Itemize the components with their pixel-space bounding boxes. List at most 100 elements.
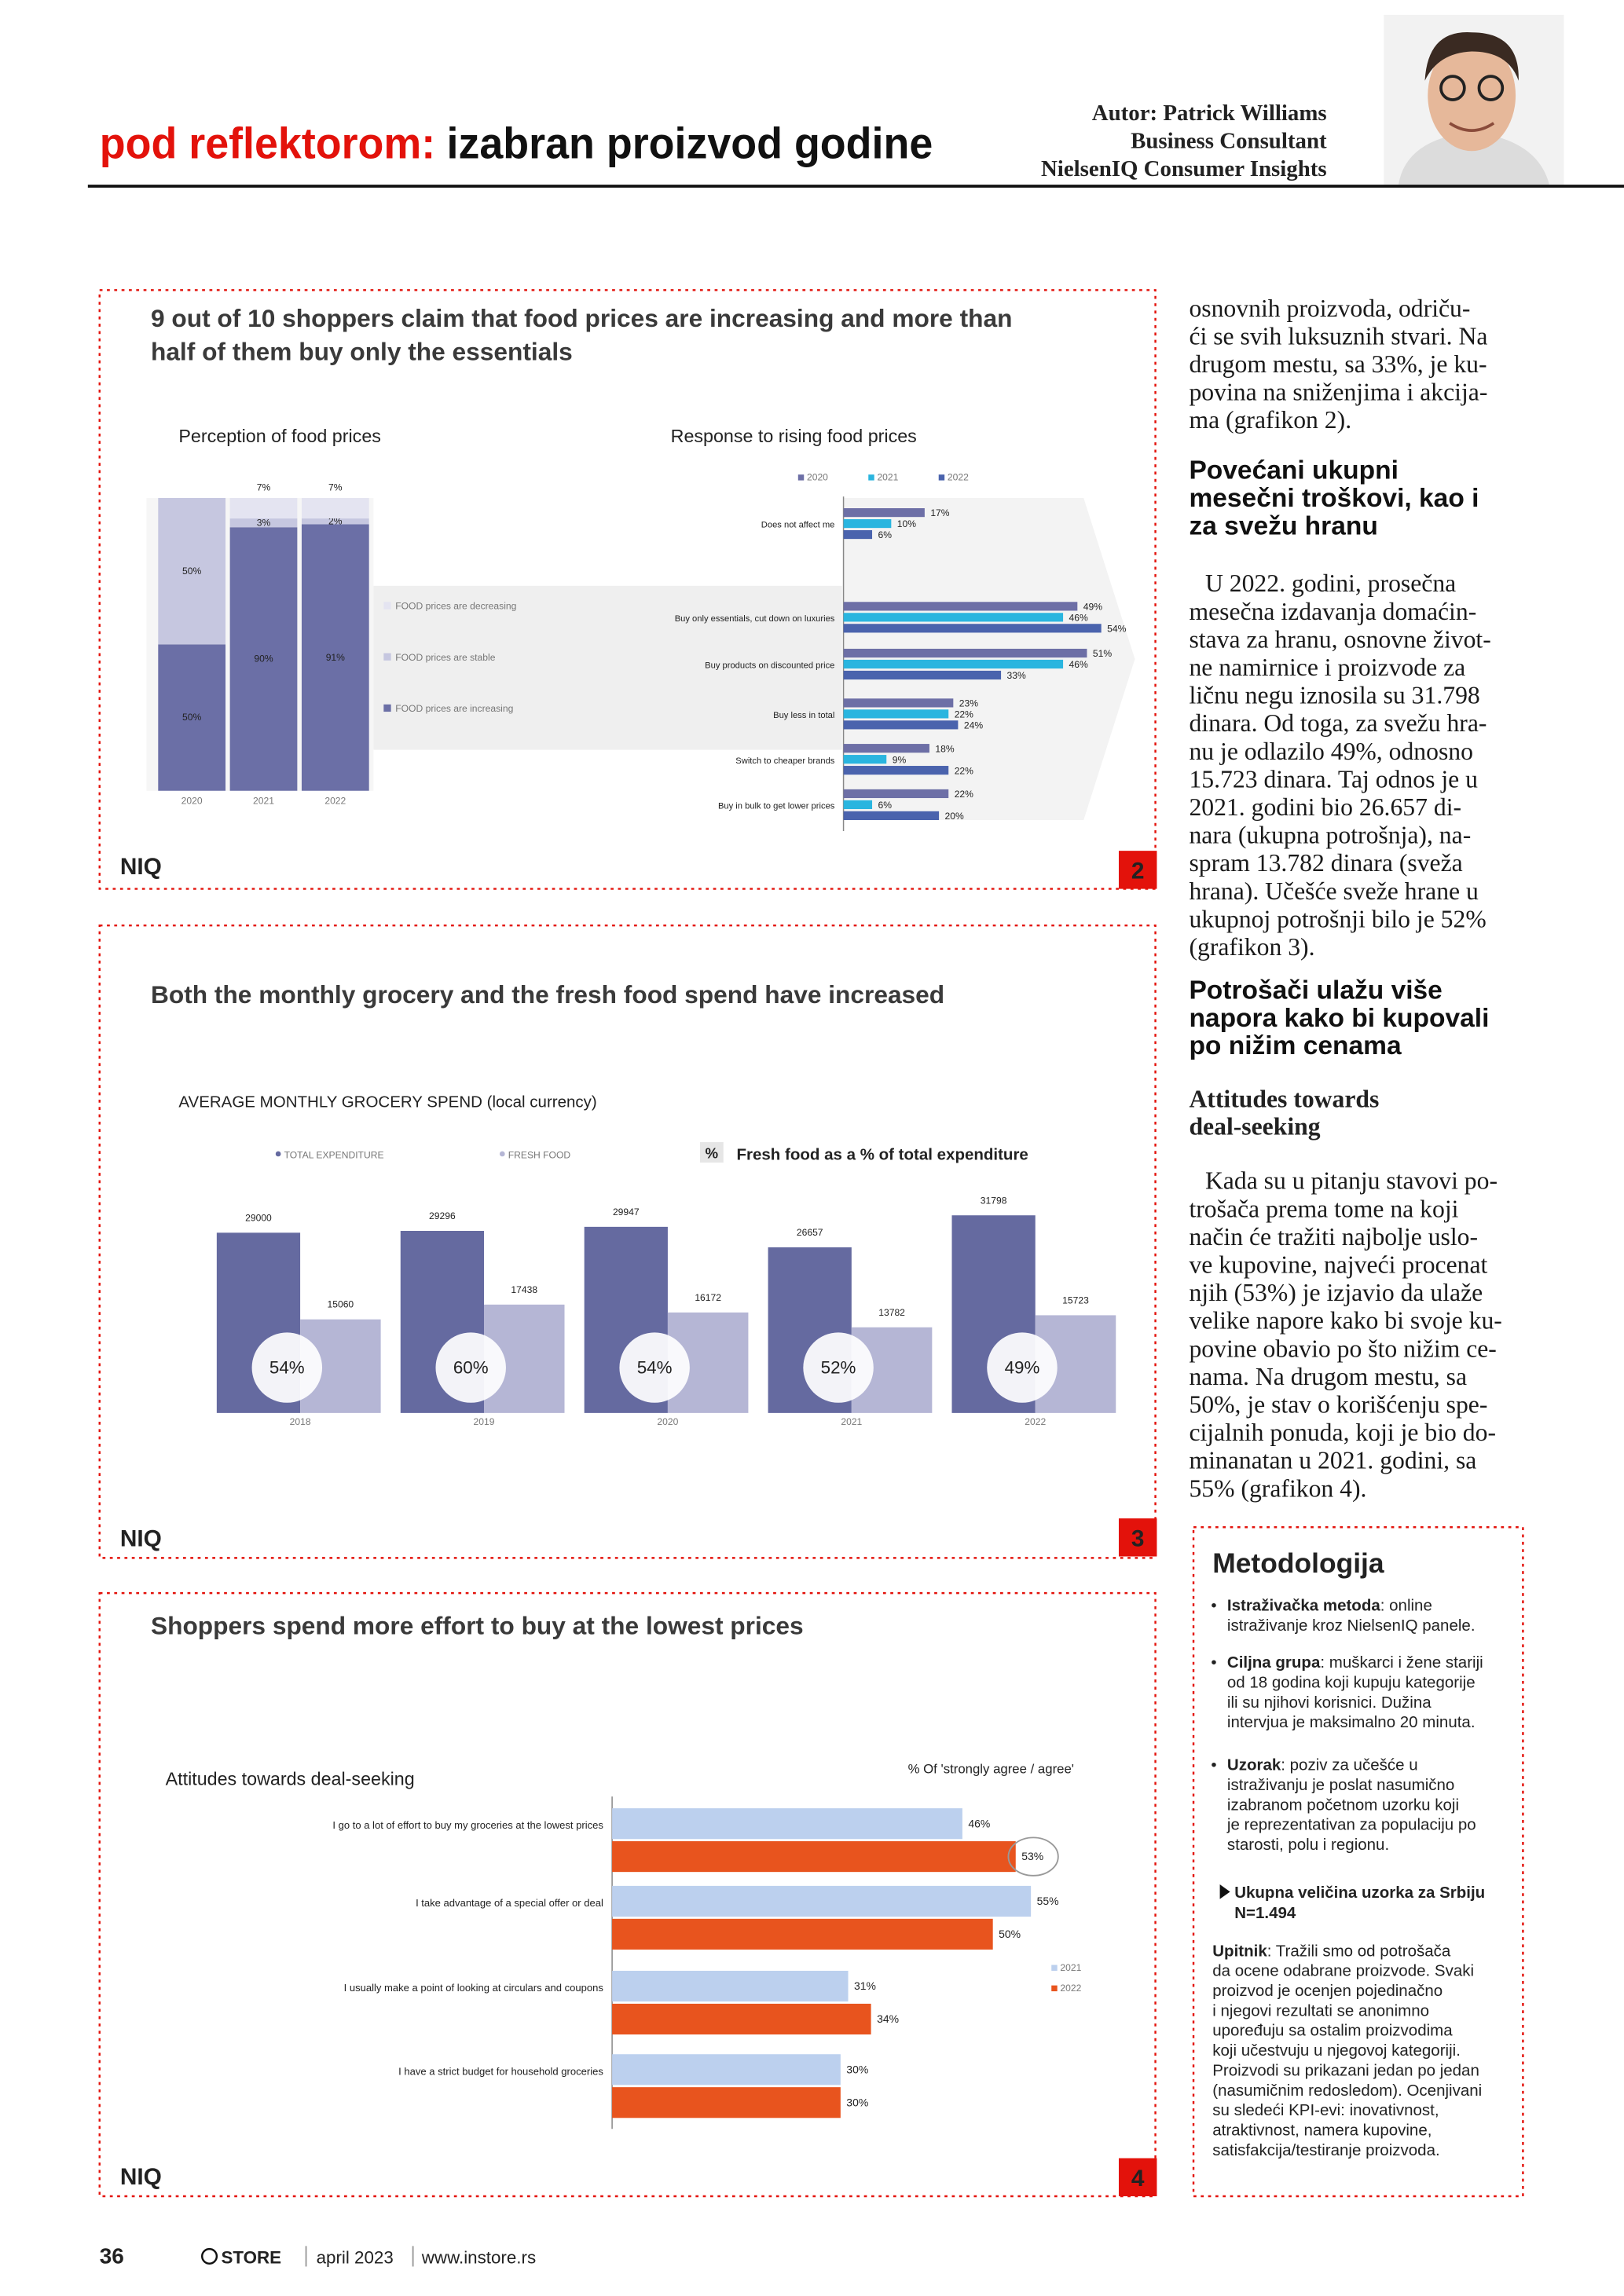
section-heading: napora kako bi kupovali [1189, 1004, 1489, 1033]
x-tick-label: 2022 [1025, 1416, 1046, 1427]
item-line: koji učestvuju u njegovoj kategoriji. [1212, 2041, 1461, 2060]
body-line: minanatan u 2021. godini, sa [1189, 1447, 1476, 1474]
body-line: nama. Na drugom mestu, sa [1189, 1363, 1467, 1390]
item-line: : online [1380, 1596, 1432, 1614]
legend-label: 2020 [807, 472, 828, 483]
value-label: 22% [955, 709, 973, 720]
legend-dot [275, 1151, 281, 1157]
body-line: U 2022. godini, prosečna [1205, 569, 1456, 597]
bar [612, 1918, 993, 1950]
share-bubble [803, 1332, 874, 1403]
bar-segment [301, 518, 369, 525]
item-line: da ocene odabrane proizvode. Svaki [1212, 1962, 1474, 1980]
share-label: 54% [269, 1358, 305, 1378]
body-line: osnovnih proizvoda, odriču- [1189, 295, 1470, 322]
term: Uzorak [1227, 1756, 1281, 1774]
value-label: 49% [1083, 602, 1102, 613]
legend-swatch [868, 474, 874, 481]
share-label: 49% [1005, 1358, 1040, 1378]
figure-number-box [1118, 2158, 1157, 2197]
value-label: 10% [897, 518, 916, 529]
body-line: ve kupovine, najveći procenat [1189, 1251, 1487, 1278]
section-heading: po nižim cenama [1189, 1031, 1402, 1060]
item-line: starosti, polu i regionu. [1227, 1836, 1389, 1854]
bar [843, 698, 954, 708]
figure-number: 3 [1131, 1525, 1145, 1551]
figure-title: Shoppers spend more effort to buy at the… [151, 1611, 804, 1639]
logo-mark [200, 2247, 218, 2265]
legend-swatch [1051, 1965, 1058, 1971]
box-title: Metodologija [1212, 1547, 1384, 1579]
item-line: Proizvodi su prikazani jedan po jedan [1212, 2061, 1479, 2079]
category-label: Buy products on discounted price [705, 661, 834, 671]
bar [843, 789, 949, 799]
value-label: 29296 [429, 1210, 456, 1221]
bar [612, 2087, 841, 2118]
chart-title: Perception of food prices [178, 426, 381, 446]
value-label: 34% [877, 2012, 899, 2025]
value-label: 15060 [327, 1299, 354, 1310]
legend-symbol: % [706, 1145, 719, 1162]
category-label: Buy less in total [773, 711, 834, 720]
bullet: • [1211, 1756, 1216, 1774]
author-photo [1384, 14, 1564, 185]
category-label: I take advantage of a special offer or d… [416, 1897, 603, 1909]
value-label: 6% [878, 529, 892, 540]
value-label: 55% [1037, 1895, 1059, 1907]
bar [843, 670, 1002, 680]
value-label: 13782 [878, 1307, 905, 1318]
legend-label: FOOD prices are increasing [395, 703, 513, 714]
figure-number-box [1118, 851, 1157, 889]
item-line: istraživanju je poslat nasumično [1227, 1776, 1454, 1794]
value-label: 23% [959, 698, 978, 709]
legend-swatch [383, 602, 391, 610]
chart-note: % Of 'strongly agree / agree' [908, 1761, 1074, 1776]
section-heading: mesečni troškovi, kao i [1189, 484, 1479, 513]
bar [843, 755, 887, 764]
value-label: 46% [968, 1817, 990, 1829]
value-label: 50% [182, 566, 201, 577]
bar [612, 2003, 871, 2035]
author-line: Autor: Patrick Williams [1092, 101, 1327, 126]
body-line: spram 13.782 dinara (sveža [1189, 849, 1462, 877]
legend-swatch [383, 704, 391, 712]
item-line: satisfakcija/testiranje proizvoda. [1212, 2141, 1439, 2159]
value-label: 7% [328, 482, 343, 493]
value-label: 7% [257, 482, 271, 493]
body-line: hrana). Učešće sveže hrane u [1189, 877, 1479, 905]
category-label: Buy in bulk to get lower prices [718, 802, 835, 811]
issue: april 2023 [317, 2248, 394, 2268]
legend-dot [499, 1151, 505, 1157]
bullet: • [1211, 1596, 1216, 1614]
value-label: 20% [945, 811, 964, 822]
bar [843, 624, 1102, 633]
value-label: 9% [893, 754, 907, 765]
chart-title: Response to rising food prices [671, 426, 917, 446]
term: Upitnik [1212, 1942, 1267, 1960]
value-label: 33% [1007, 670, 1026, 681]
bar [843, 709, 949, 719]
share-bubble [619, 1332, 690, 1403]
bar-segment [158, 497, 226, 645]
x-tick-label: 2019 [474, 1416, 495, 1427]
value-label: 29000 [245, 1212, 272, 1223]
share-bubble [251, 1332, 323, 1403]
category-label: I usually make a point of looking at cir… [344, 1982, 604, 1994]
x-tick-label: 2018 [290, 1416, 311, 1427]
bar [843, 811, 940, 820]
value-label: 50% [999, 1928, 1021, 1940]
bar-segment [158, 644, 226, 791]
legend-label: 2021 [877, 472, 898, 483]
legend-label: 2021 [1060, 1962, 1081, 1973]
bar [612, 2054, 841, 2085]
value-label: 51% [1093, 648, 1112, 659]
item-line: je reprezentativan za populaciju po [1226, 1816, 1476, 1834]
bar-segment [229, 518, 298, 528]
body-line: (grafikon 3). [1189, 933, 1314, 961]
figure-number: 4 [1131, 2166, 1145, 2192]
section-heading: Povećani ukupni [1189, 456, 1398, 485]
item-line: : poziv za učešće u [1281, 1756, 1417, 1774]
category-label: Switch to cheaper brands [735, 756, 834, 766]
bar [843, 800, 873, 810]
sample-line: N=1.494 [1234, 1904, 1296, 1922]
